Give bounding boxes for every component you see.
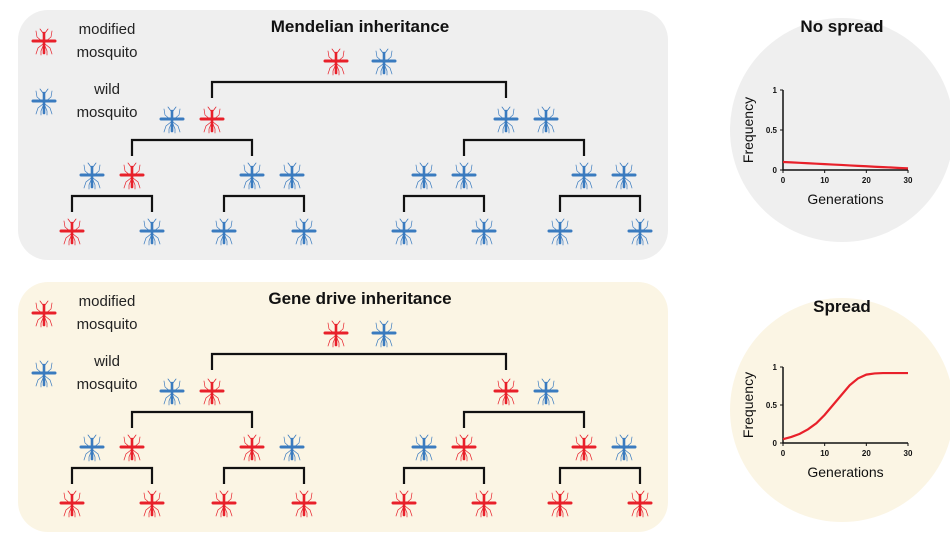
legend-label: modified mosquito [67, 18, 147, 64]
chart-background [730, 298, 950, 522]
chart-title: No spread [800, 17, 883, 36]
x-tick-label: 20 [862, 176, 871, 185]
panel-title: Mendelian inheritance [271, 17, 450, 36]
y-tick-label: 1 [773, 86, 778, 95]
x-axis-label: Generations [807, 191, 883, 207]
y-axis-label: Frequency [740, 97, 756, 163]
panel-title: Gene drive inheritance [268, 289, 451, 308]
y-tick-label: 0 [773, 439, 778, 448]
x-tick-label: 0 [781, 449, 786, 458]
x-tick-label: 0 [781, 176, 786, 185]
x-tick-label: 20 [862, 449, 871, 458]
x-tick-label: 30 [904, 176, 913, 185]
chart-title: Spread [813, 297, 871, 316]
x-tick-label: 30 [904, 449, 913, 458]
y-tick-label: 1 [773, 363, 778, 372]
y-tick-label: 0 [773, 166, 778, 175]
x-tick-label: 10 [820, 449, 829, 458]
legend-label: wild mosquito [67, 350, 147, 396]
y-axis-label: Frequency [740, 372, 756, 438]
y-tick-label: 0.5 [766, 126, 778, 135]
x-tick-label: 10 [820, 176, 829, 185]
figure: Mendelian inheritance Gene drive inherita… [0, 0, 950, 533]
legend-label: modified mosquito [67, 290, 147, 336]
y-tick-label: 0.5 [766, 401, 778, 410]
legend-label: wild mosquito [67, 78, 147, 124]
chart-background [730, 18, 950, 242]
x-axis-label: Generations [807, 464, 883, 480]
